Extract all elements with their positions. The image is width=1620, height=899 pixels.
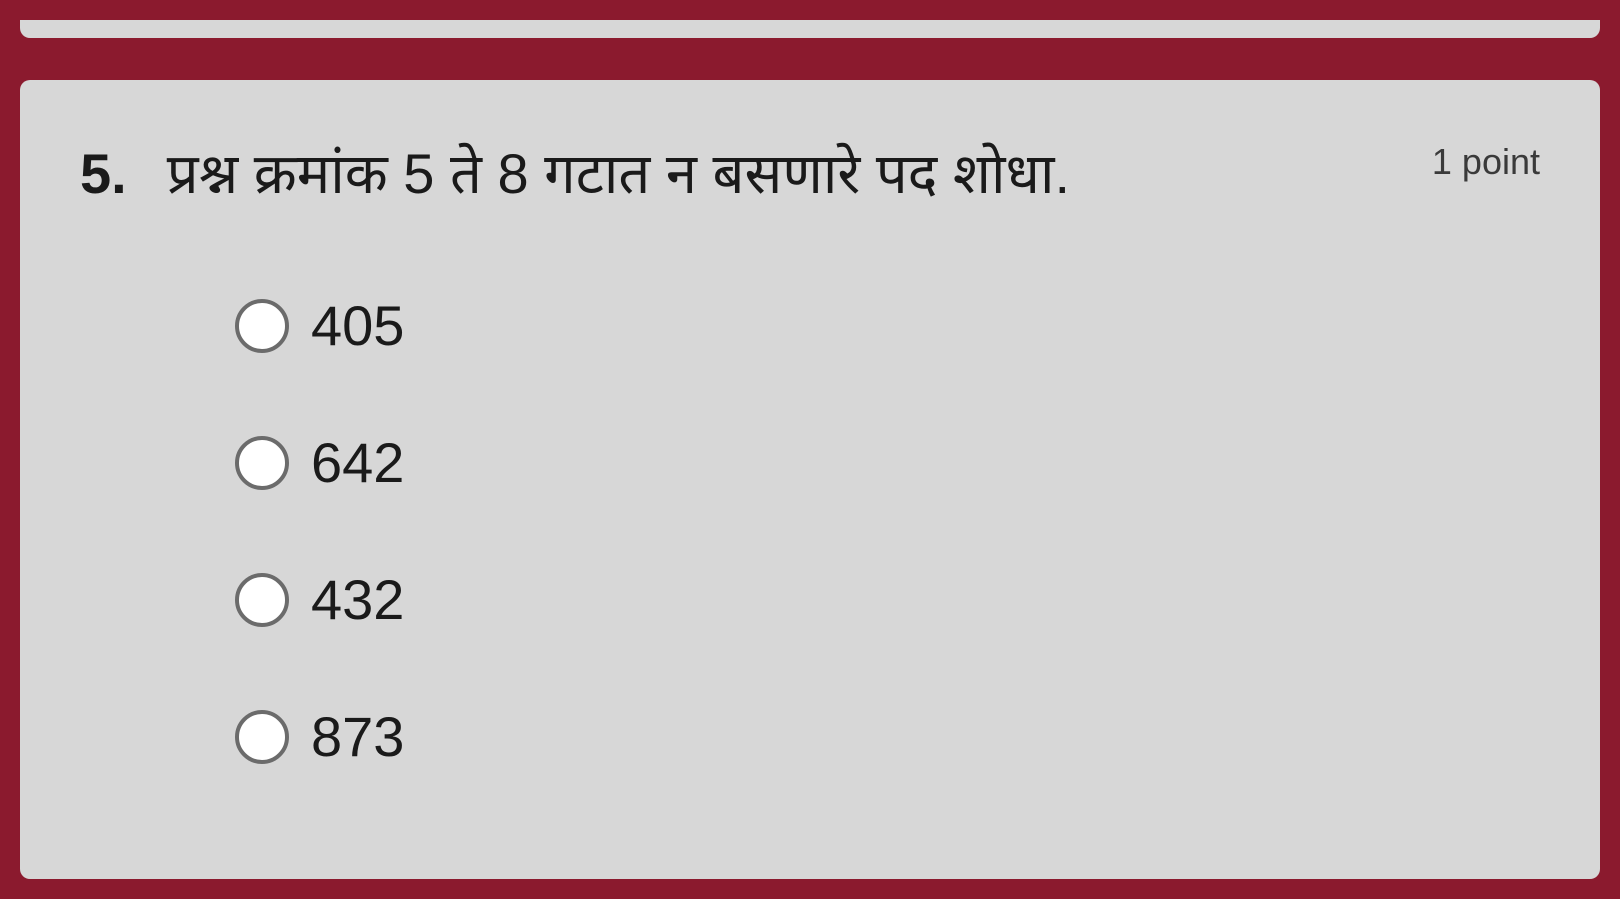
option-label: 642 xyxy=(311,430,404,495)
points-label: 1 point xyxy=(1432,141,1540,183)
option-1[interactable]: 405 xyxy=(235,293,1540,358)
radio-icon[interactable] xyxy=(235,710,289,764)
radio-icon[interactable] xyxy=(235,573,289,627)
radio-icon[interactable] xyxy=(235,436,289,490)
option-3[interactable]: 432 xyxy=(235,567,1540,632)
question-header: 5. प्रश्न क्रमांक 5 ते 8 गटात न बसणारे प… xyxy=(80,135,1540,213)
question-number: 5. xyxy=(80,141,127,206)
radio-icon[interactable] xyxy=(235,299,289,353)
question-text: प्रश्न क्रमांक 5 ते 8 गटात न बसणारे पद श… xyxy=(167,135,1070,213)
option-4[interactable]: 873 xyxy=(235,704,1540,769)
option-label: 873 xyxy=(311,704,404,769)
option-2[interactable]: 642 xyxy=(235,430,1540,495)
options-container: 405 642 432 873 xyxy=(80,293,1540,769)
option-label: 405 xyxy=(311,293,404,358)
form-frame: 5. प्रश्न क्रमांक 5 ते 8 गटात न बसणारे प… xyxy=(0,0,1620,899)
question-row: 5. प्रश्न क्रमांक 5 ते 8 गटात न बसणारे प… xyxy=(80,135,1070,213)
previous-card-edge xyxy=(20,20,1600,38)
question-card: 5. प्रश्न क्रमांक 5 ते 8 गटात न बसणारे प… xyxy=(20,80,1600,879)
option-label: 432 xyxy=(311,567,404,632)
